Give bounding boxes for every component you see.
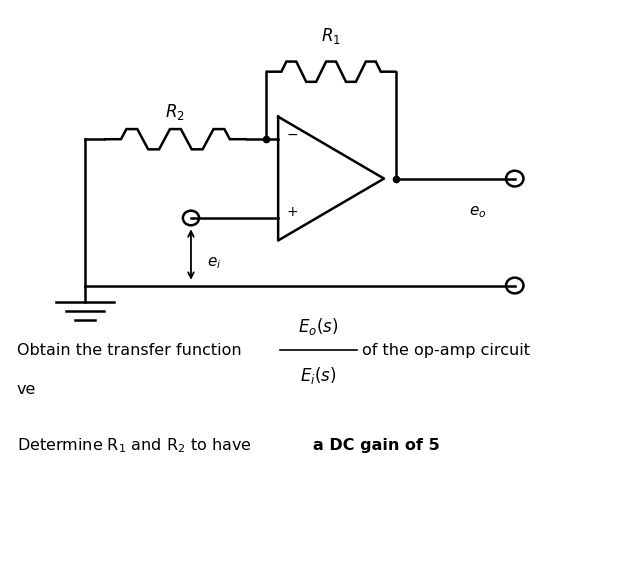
Text: of the op-amp circuit: of the op-amp circuit (362, 343, 530, 357)
Text: a DC gain of 5: a DC gain of 5 (313, 439, 440, 453)
Text: Obtain the transfer function: Obtain the transfer function (16, 343, 241, 357)
Text: $+$: $+$ (286, 206, 298, 219)
Text: $R_2$: $R_2$ (165, 102, 186, 122)
Text: Determine R$_1$ and R$_2$ to have: Determine R$_1$ and R$_2$ to have (16, 436, 252, 455)
Text: $E_o(s)$: $E_o(s)$ (298, 316, 339, 337)
Text: $e_o$: $e_o$ (469, 204, 486, 220)
Text: $-$: $-$ (286, 127, 298, 140)
Text: $e_i$: $e_i$ (206, 255, 221, 271)
Text: $E_i(s)$: $E_i(s)$ (300, 365, 337, 387)
Text: ve: ve (16, 382, 36, 397)
Text: $R_1$: $R_1$ (321, 26, 341, 46)
